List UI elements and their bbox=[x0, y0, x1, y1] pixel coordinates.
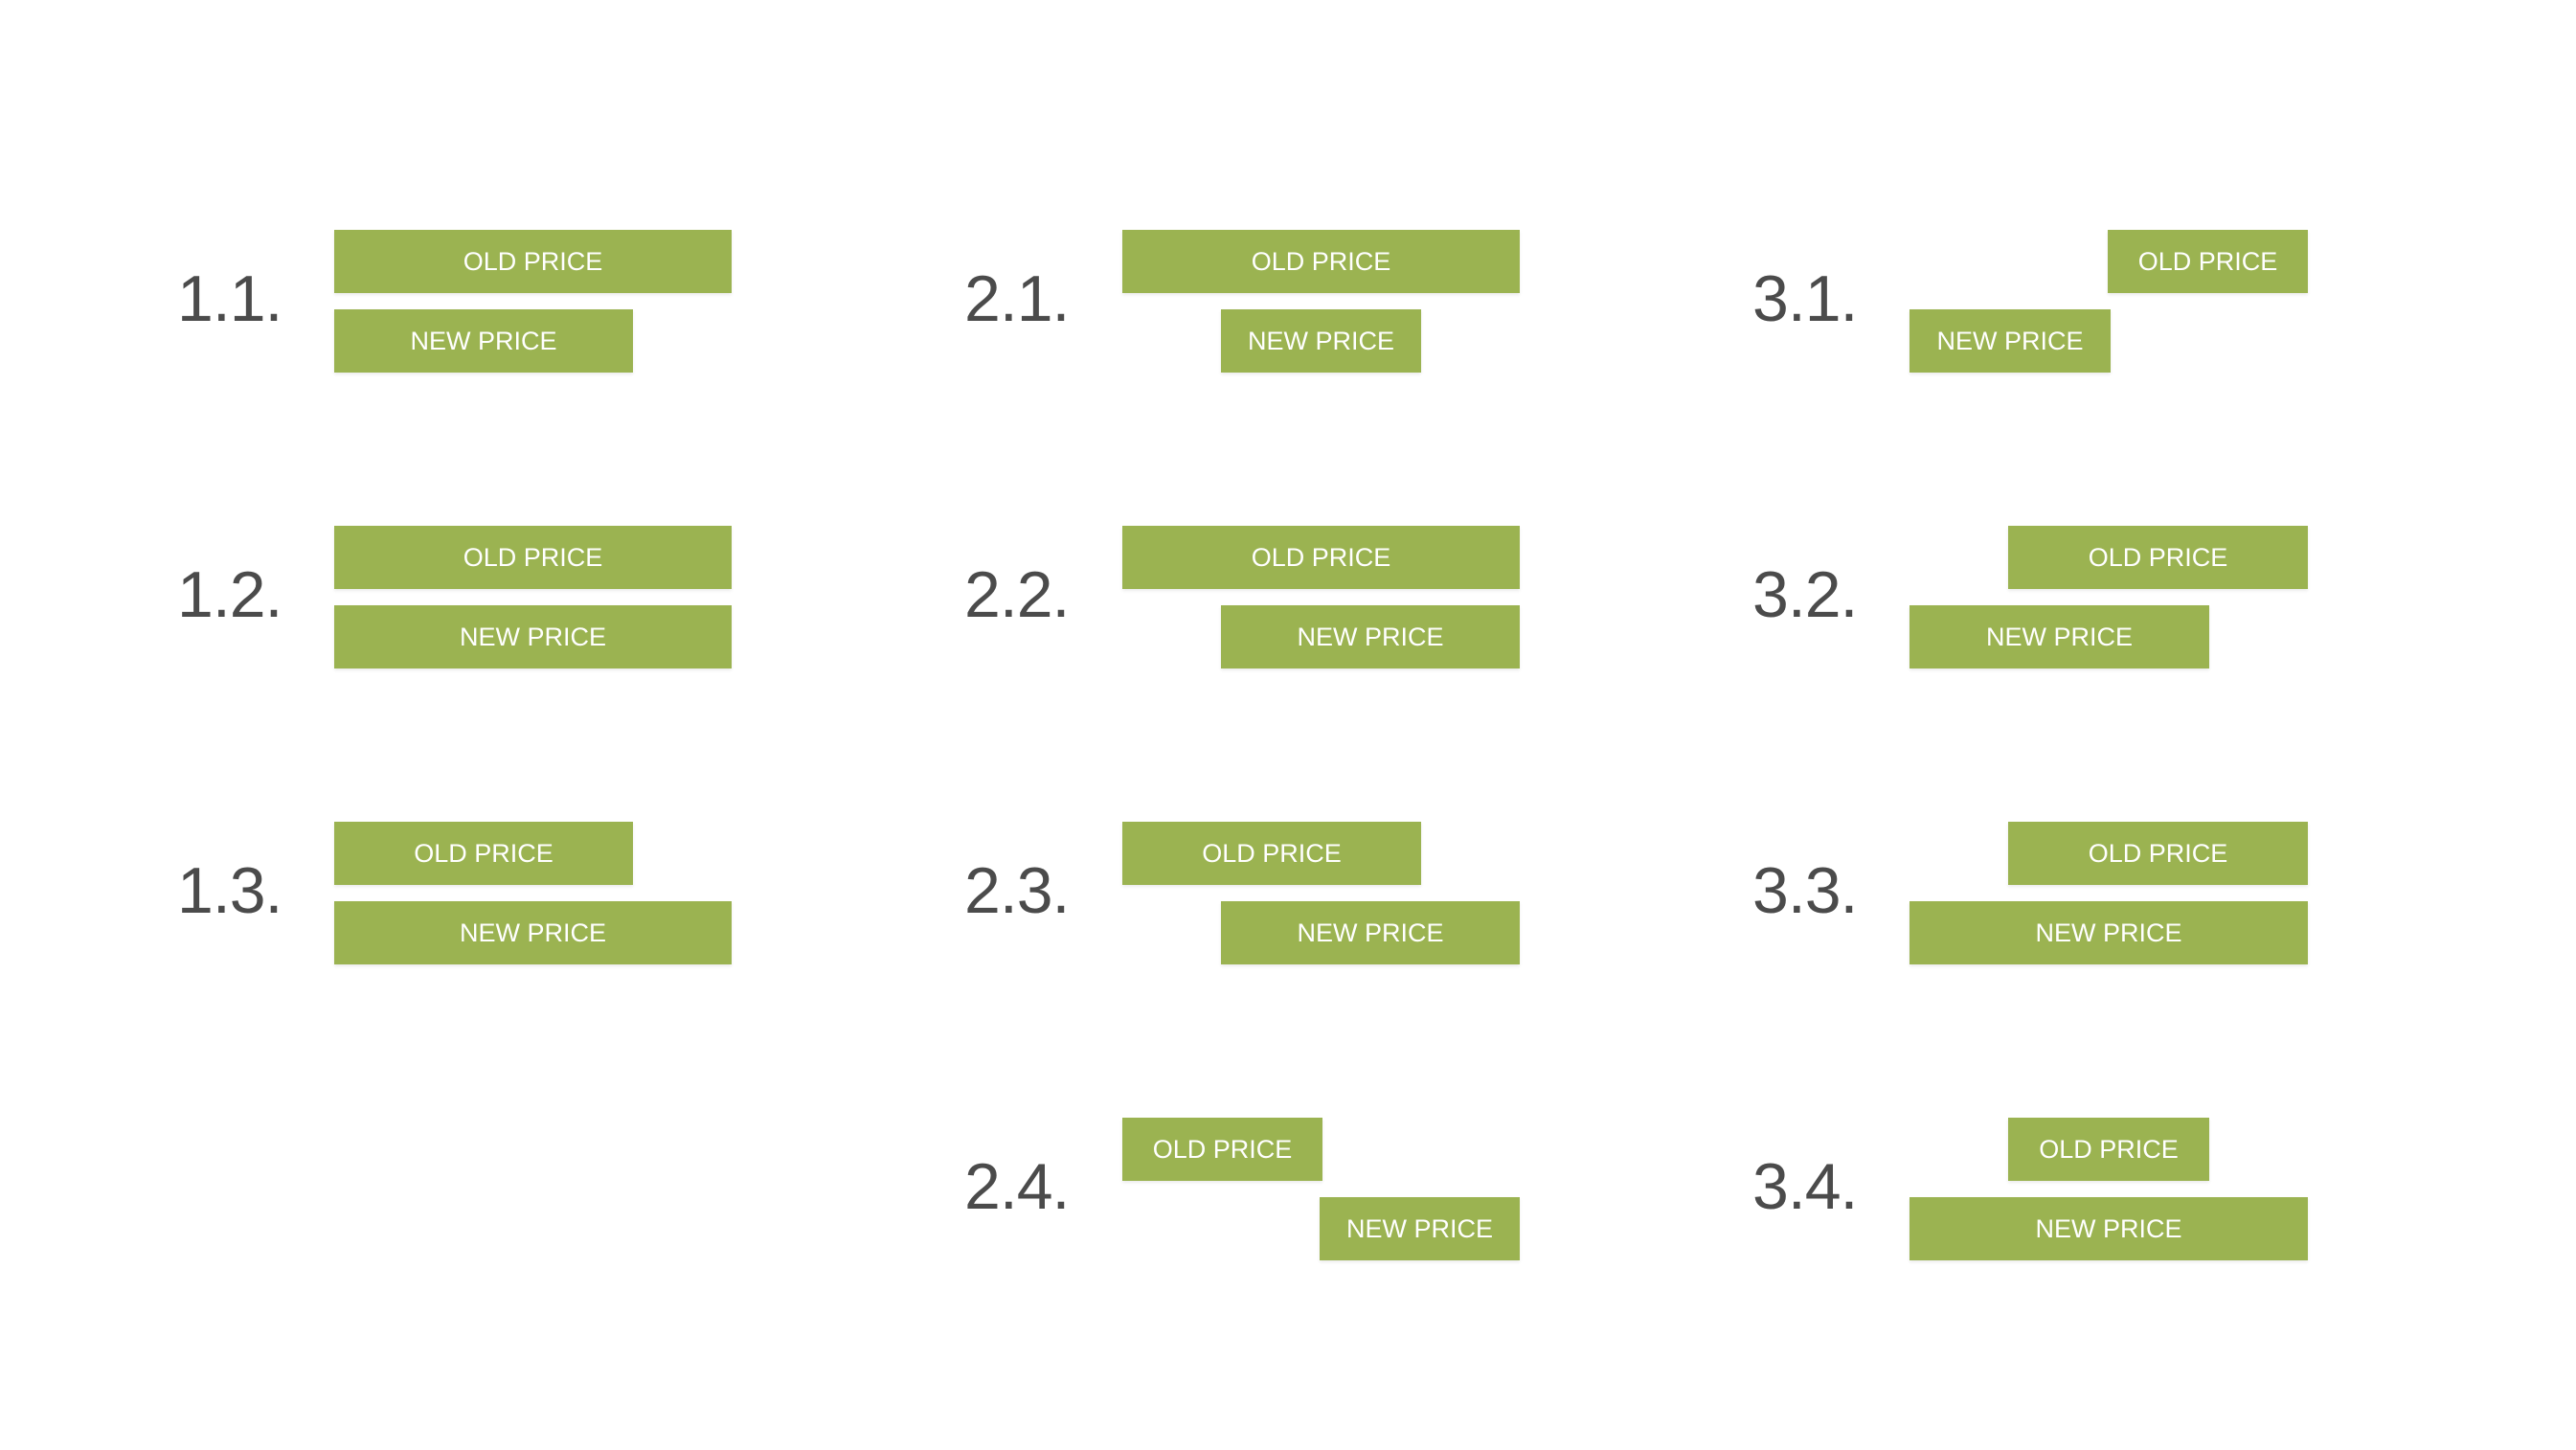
variant-label: 2.2. bbox=[964, 558, 1070, 631]
old-price-bar: OLD PRICE bbox=[1122, 1118, 1322, 1181]
new-price-bar: NEW PRICE bbox=[1909, 901, 2308, 964]
new-price-bar: NEW PRICE bbox=[334, 309, 633, 373]
variant-label: 3.2. bbox=[1752, 558, 1858, 631]
new-price-bar: NEW PRICE bbox=[1909, 1197, 2308, 1260]
new-price-bar: NEW PRICE bbox=[334, 901, 732, 964]
variant-label: 2.1. bbox=[964, 262, 1070, 335]
new-price-bar: NEW PRICE bbox=[1909, 309, 2111, 373]
variant-label: 3.4. bbox=[1752, 1150, 1858, 1223]
variant-label: 2.4. bbox=[964, 1150, 1070, 1223]
variant-label: 1.3. bbox=[177, 854, 282, 927]
variant-label: 1.1. bbox=[177, 262, 282, 335]
new-price-bar: NEW PRICE bbox=[1221, 605, 1520, 668]
old-price-bar: OLD PRICE bbox=[1122, 230, 1520, 293]
variant-label: 1.2. bbox=[177, 558, 282, 631]
new-price-bar: NEW PRICE bbox=[1320, 1197, 1520, 1260]
old-price-bar: OLD PRICE bbox=[1122, 822, 1421, 885]
new-price-bar: NEW PRICE bbox=[1221, 901, 1520, 964]
new-price-bar: NEW PRICE bbox=[1909, 605, 2209, 668]
old-price-bar: OLD PRICE bbox=[2008, 822, 2308, 885]
old-price-bar: OLD PRICE bbox=[1122, 526, 1520, 589]
variant-label: 2.3. bbox=[964, 854, 1070, 927]
old-price-bar: OLD PRICE bbox=[334, 822, 633, 885]
old-price-bar: OLD PRICE bbox=[2008, 1118, 2209, 1181]
new-price-bar: NEW PRICE bbox=[334, 605, 732, 668]
variant-label: 3.3. bbox=[1752, 854, 1858, 927]
new-price-bar: NEW PRICE bbox=[1221, 309, 1421, 373]
old-price-bar: OLD PRICE bbox=[334, 526, 732, 589]
variant-label: 3.1. bbox=[1752, 262, 1858, 335]
old-price-bar: OLD PRICE bbox=[2108, 230, 2308, 293]
old-price-bar: OLD PRICE bbox=[2008, 526, 2308, 589]
old-price-bar: OLD PRICE bbox=[334, 230, 732, 293]
